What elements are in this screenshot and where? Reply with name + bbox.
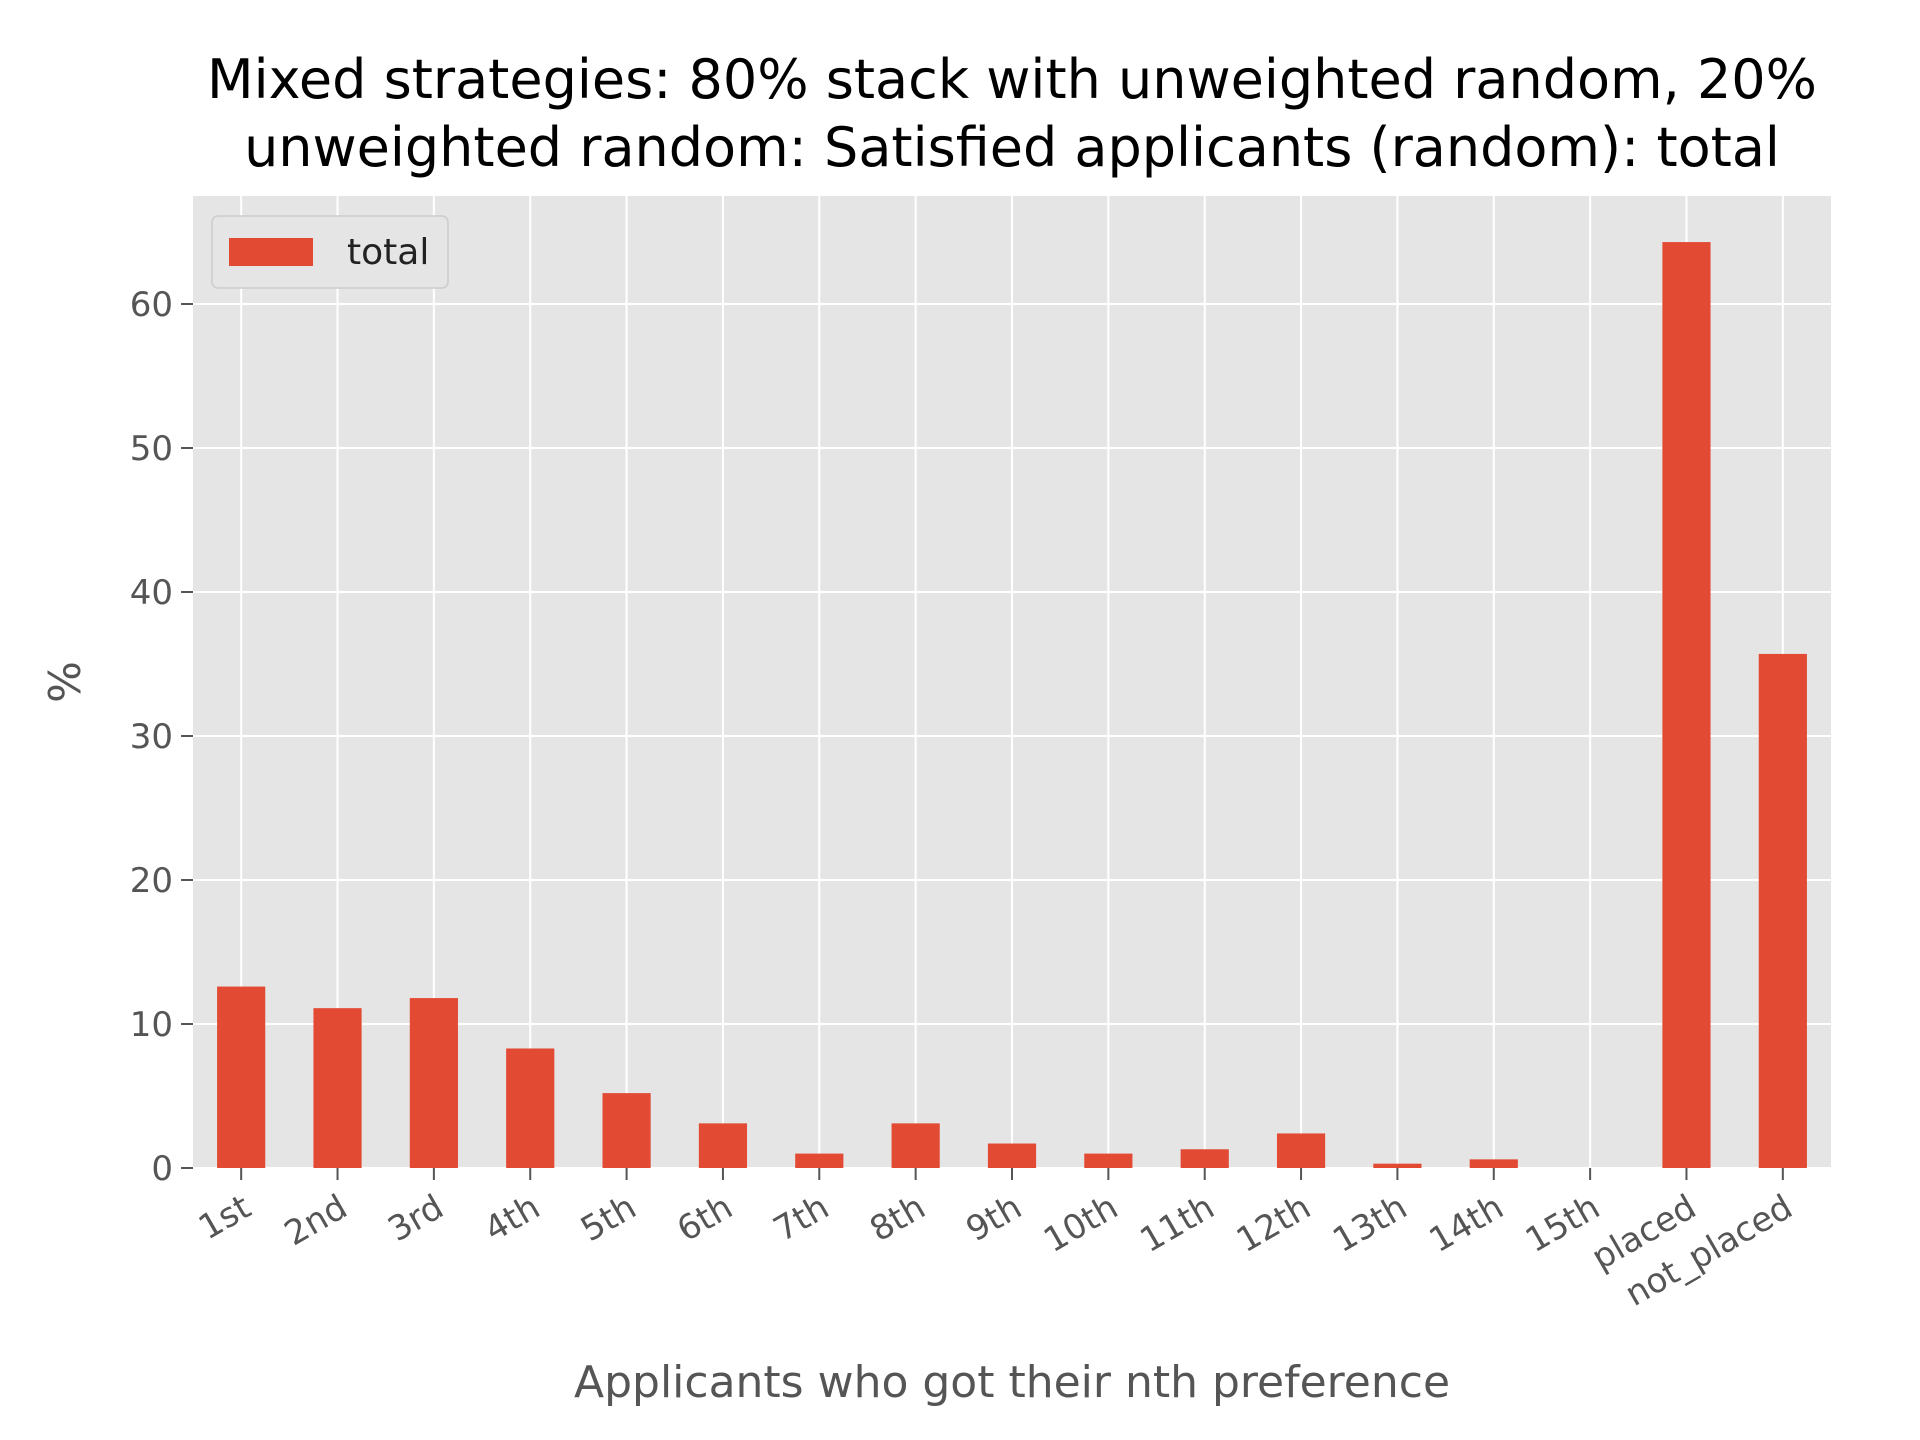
x-tick-label: 1st	[192, 1187, 258, 1248]
y-tick-label: 60	[130, 285, 173, 325]
bar-5th	[602, 1093, 651, 1168]
x-axis-label: Applicants who got their nth preference	[574, 1357, 1450, 1408]
y-tick-label: 40	[130, 573, 173, 613]
x-tick-label: 9th	[960, 1187, 1029, 1250]
y-tick-label: 20	[130, 861, 173, 901]
x-tick-label: 12th	[1230, 1187, 1318, 1261]
bar-4th	[506, 1048, 555, 1168]
bar-10th	[1084, 1153, 1133, 1168]
grid-lines	[193, 196, 1831, 1169]
x-tick-label: 13th	[1326, 1187, 1414, 1261]
y-tick-label: 10	[130, 1005, 173, 1045]
x-tick-label: 14th	[1423, 1187, 1511, 1261]
x-tick-label: 8th	[863, 1187, 932, 1250]
bar-7th	[795, 1153, 844, 1168]
x-tick-label: 2nd	[278, 1187, 354, 1254]
chart-title-line-2: unweighted random: Satisfied applicants …	[244, 116, 1780, 179]
bar-series-total	[217, 242, 1807, 1168]
bar-6th	[698, 1123, 748, 1168]
bar-8th	[891, 1123, 940, 1168]
legend-swatch-total	[229, 238, 313, 266]
bar-9th	[987, 1143, 1037, 1168]
legend-label-total: total	[347, 232, 429, 273]
x-axis: 1st 2nd 3rd 4th 5th 6th 7th 8th 9th 10th 11th 12th 1…	[192, 1168, 1799, 1315]
y-tick-label: 30	[130, 717, 173, 757]
y-tick-label: 50	[130, 429, 173, 469]
bar-14th	[1469, 1159, 1518, 1168]
y-axis-label: %	[40, 661, 91, 703]
x-tick-label: 10th	[1037, 1187, 1125, 1261]
y-axis: 0 10 20 30 40 50 60	[130, 285, 193, 1189]
bar-3rd	[409, 998, 458, 1168]
bar-placed	[1662, 242, 1711, 1168]
legend: total	[211, 215, 449, 289]
bar-1st	[217, 986, 266, 1168]
bar-2nd	[313, 1008, 362, 1168]
x-tick-label: 6th	[670, 1187, 739, 1250]
bar-12th	[1276, 1133, 1326, 1168]
bar-13th	[1373, 1163, 1422, 1168]
x-tick-label: 4th	[478, 1187, 547, 1250]
bar-not_placed	[1758, 653, 1807, 1168]
chart-title-line-1: Mixed strategies: 80% stack with unweigh…	[207, 48, 1817, 111]
x-tick-label: 3rd	[381, 1187, 450, 1250]
y-tick-label: 0	[151, 1149, 173, 1189]
x-tick-label: 11th	[1134, 1187, 1222, 1261]
bar-11th	[1180, 1149, 1229, 1168]
x-tick-label: 7th	[767, 1187, 836, 1250]
legend-box	[211, 215, 449, 289]
x-tick-label: 5th	[574, 1187, 643, 1250]
